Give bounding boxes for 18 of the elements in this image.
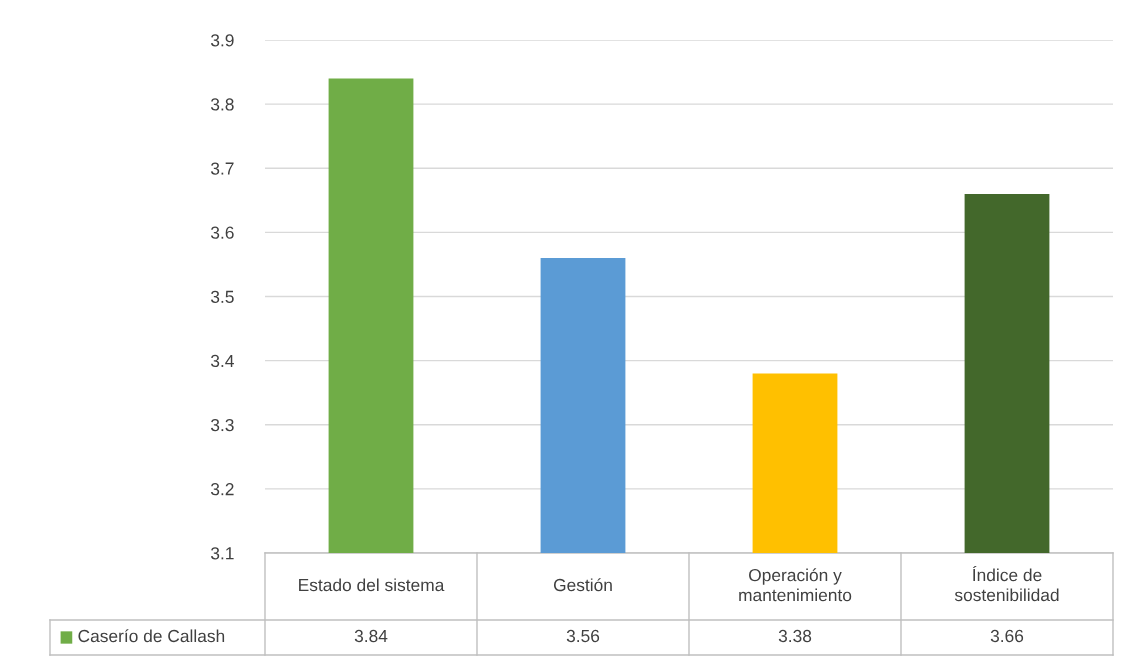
data-label: 3.56 — [566, 629, 600, 643]
x-tick-label: Gestión — [553, 578, 612, 592]
y-tick-label: 3.4 — [210, 354, 234, 368]
data-label: 3.38 — [778, 629, 812, 643]
data-label: 3.66 — [990, 629, 1024, 643]
legend-label: Caserío de Callash — [78, 629, 225, 643]
y-tick-label: 3.1 — [210, 547, 234, 560]
y-tick-label: 3.9 — [210, 34, 234, 47]
y-tick-label: 3.2 — [210, 483, 234, 496]
y-tick-label: 3.5 — [210, 290, 234, 303]
y-tick-label: 3.3 — [210, 418, 234, 432]
data-label: 3.84 — [354, 629, 388, 643]
x-tick-label: Operación y mantenimiento — [739, 568, 852, 602]
y-tick-label: 3.6 — [210, 226, 234, 239]
x-tick-label: Estado del sistema — [299, 578, 445, 592]
x-tick-label: Índice de sostenibilidad — [954, 565, 1059, 602]
y-tick-label: 3.7 — [210, 162, 234, 175]
y-tick-label: 3.8 — [210, 98, 234, 111]
